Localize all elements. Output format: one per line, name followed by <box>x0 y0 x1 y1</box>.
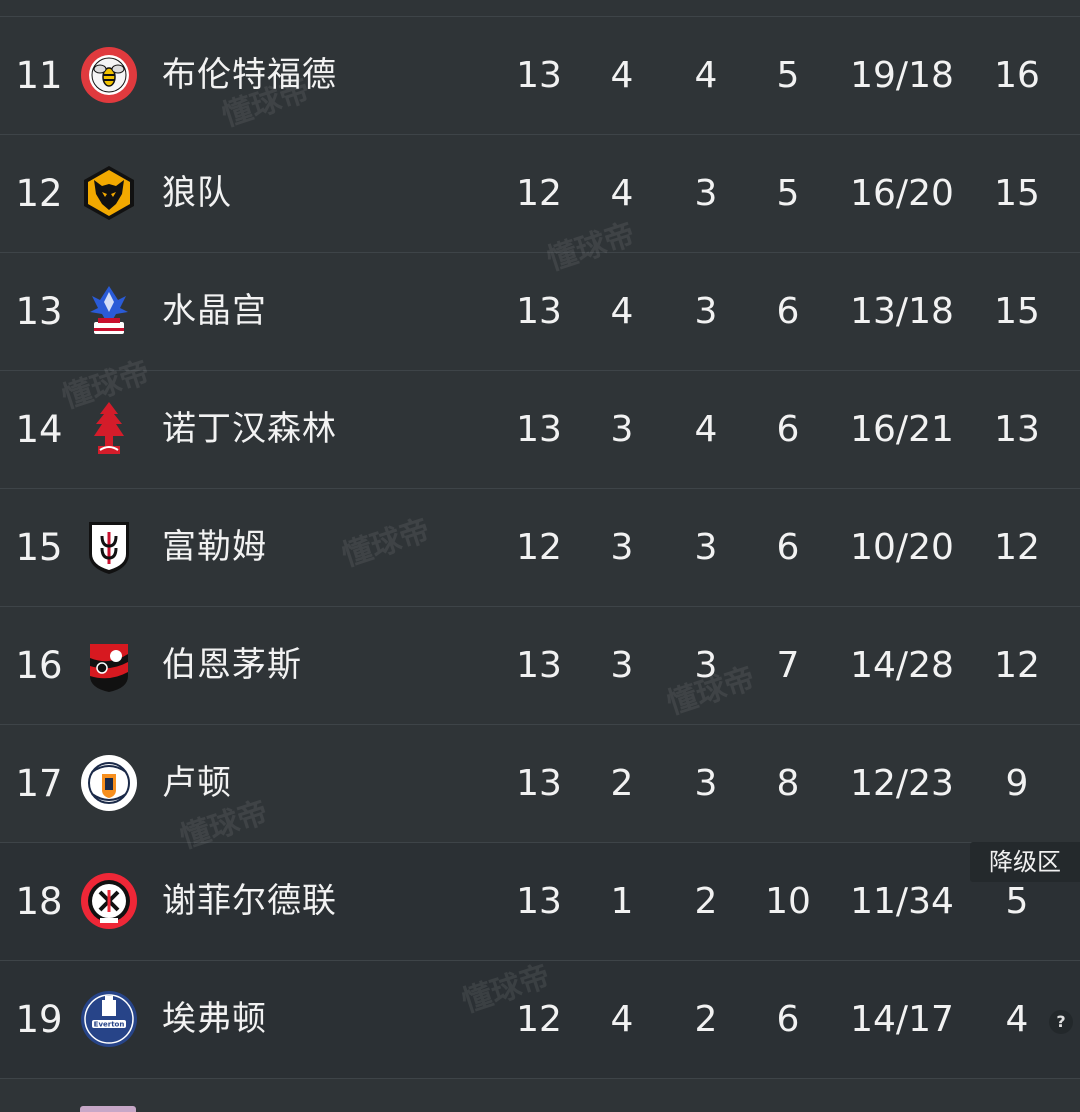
svg-text:Everton: Everton <box>94 1021 125 1029</box>
played: 12 <box>516 999 562 1040</box>
drawn: 2 <box>694 999 718 1040</box>
played: 13 <box>516 291 562 332</box>
luton-town-crest-icon <box>81 755 137 811</box>
goals: 11/34 <box>850 881 954 922</box>
brentford-crest-icon <box>81 47 137 103</box>
won: 1 <box>610 881 634 922</box>
table-row[interactable]: 13 水晶宫 13 4 3 6 13/18 15 <box>0 253 1080 371</box>
lost: 5 <box>776 55 800 96</box>
played: 13 <box>516 763 562 804</box>
goals: 14/17 <box>850 999 954 1040</box>
table-row[interactable]: 12 狼队 12 4 3 5 16/20 15 <box>0 135 1080 253</box>
league-table: 11 布伦特福德 13 4 4 5 19/18 16 12 狼队 12 <box>0 0 1080 1079</box>
drawn: 4 <box>694 409 718 450</box>
drawn: 3 <box>694 527 718 568</box>
played: 13 <box>516 55 562 96</box>
rank: 18 <box>15 880 63 923</box>
next-row-crest-stub <box>80 1106 136 1112</box>
team-name: 埃弗顿 <box>162 999 267 1039</box>
table-row[interactable]: 16 伯恩茅斯 13 3 3 7 14/28 12 <box>0 607 1080 725</box>
fulham-crest-icon <box>89 522 129 574</box>
sheffield-united-crest-icon <box>81 873 137 929</box>
bournemouth-crest-icon <box>90 644 128 692</box>
rank: 15 <box>15 526 63 569</box>
goals: 14/28 <box>850 645 954 686</box>
lost: 6 <box>776 527 800 568</box>
table-row[interactable]: 19 Everton 埃弗顿 12 4 2 6 14/17 4 <box>0 961 1080 1079</box>
goals: 10/20 <box>850 527 954 568</box>
played: 13 <box>516 409 562 450</box>
lost: 10 <box>765 881 811 922</box>
team-name: 卢顿 <box>162 763 232 803</box>
goals: 16/21 <box>850 409 954 450</box>
played: 12 <box>516 527 562 568</box>
won: 3 <box>610 645 634 686</box>
help-icon[interactable]: ? <box>1049 1010 1073 1034</box>
rank: 11 <box>15 54 63 97</box>
drawn: 3 <box>694 763 718 804</box>
lost: 7 <box>776 645 800 686</box>
goals: 16/20 <box>850 173 954 214</box>
goals: 19/18 <box>850 55 954 96</box>
relegation-zone-badge: 降级区 <box>970 842 1080 882</box>
table-row[interactable]: 15 富勒姆 12 3 3 6 10/20 12 <box>0 489 1080 607</box>
rank: 12 <box>15 172 63 215</box>
won: 4 <box>610 999 634 1040</box>
table-row[interactable]: 11 布伦特福德 13 4 4 5 19/18 16 <box>0 17 1080 135</box>
points: 4 <box>1005 999 1029 1040</box>
wolves-crest-icon <box>84 166 134 220</box>
goals: 13/18 <box>850 291 954 332</box>
lost: 5 <box>776 173 800 214</box>
crystal-palace-crest-icon <box>90 286 128 334</box>
points: 12 <box>994 645 1040 686</box>
won: 2 <box>610 763 634 804</box>
rank: 14 <box>15 408 63 451</box>
points: 9 <box>1005 763 1029 804</box>
lost: 6 <box>776 291 800 332</box>
team-name: 伯恩茅斯 <box>162 645 302 685</box>
drawn: 3 <box>694 291 718 332</box>
everton-crest-icon: Everton <box>81 991 137 1047</box>
team-name: 狼队 <box>162 173 232 213</box>
team-name: 富勒姆 <box>162 527 267 567</box>
previous-row-edge <box>0 0 1080 17</box>
points: 15 <box>994 291 1040 332</box>
drawn: 3 <box>694 173 718 214</box>
won: 4 <box>610 55 634 96</box>
nottingham-forest-crest-icon <box>94 402 124 454</box>
drawn: 4 <box>694 55 718 96</box>
lost: 6 <box>776 409 800 450</box>
won: 4 <box>610 291 634 332</box>
team-name: 诺丁汉森林 <box>162 409 337 449</box>
points: 12 <box>994 527 1040 568</box>
table-row[interactable]: 14 诺丁汉森林 13 3 4 6 16/21 13 <box>0 371 1080 489</box>
goals: 12/23 <box>850 763 954 804</box>
won: 3 <box>610 409 634 450</box>
lost: 6 <box>776 999 800 1040</box>
rank: 13 <box>15 290 63 333</box>
team-name: 水晶宫 <box>162 291 267 331</box>
table-row[interactable]: 17 卢顿 13 2 3 8 12/23 9 <box>0 725 1080 843</box>
table-row[interactable]: 18 谢菲尔德联 13 1 2 10 11/34 5 <box>0 843 1080 961</box>
drawn: 2 <box>694 881 718 922</box>
points: 16 <box>994 55 1040 96</box>
points: 15 <box>994 173 1040 214</box>
played: 12 <box>516 173 562 214</box>
played: 13 <box>516 645 562 686</box>
won: 3 <box>610 527 634 568</box>
rank: 19 <box>15 998 63 1041</box>
played: 13 <box>516 881 562 922</box>
won: 4 <box>610 173 634 214</box>
points: 13 <box>994 409 1040 450</box>
points: 5 <box>1005 881 1029 922</box>
team-name: 布伦特福德 <box>162 55 337 95</box>
drawn: 3 <box>694 645 718 686</box>
team-name: 谢菲尔德联 <box>162 881 337 921</box>
rank: 17 <box>15 762 63 805</box>
rank: 16 <box>15 644 63 687</box>
lost: 8 <box>776 763 800 804</box>
